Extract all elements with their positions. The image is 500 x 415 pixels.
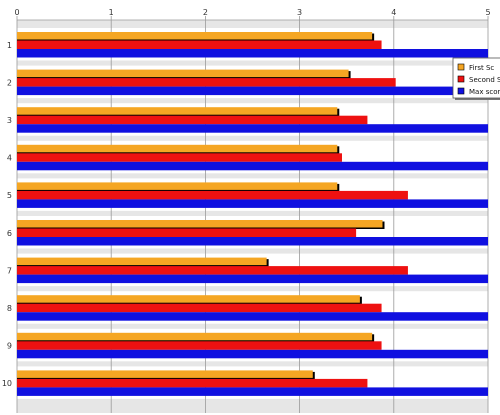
bar-8-series-1 [17, 295, 360, 303]
bar-1-series-1 [17, 32, 373, 40]
bar-9-series-3 [17, 349, 488, 359]
x-tick-label-1: 1 [109, 8, 114, 17]
bar-3-series-2 [17, 115, 368, 125]
x-tick-label-4: 4 [391, 8, 396, 17]
bar-3-series-1 [17, 107, 338, 115]
y-tick-label-5: 5 [7, 191, 12, 200]
bar-6-series-2 [17, 228, 357, 237]
bar-10-series-2 [17, 378, 368, 388]
bar-6-series-3 [17, 237, 488, 246]
bar-2-series-3 [17, 86, 488, 96]
y-tick-label-10: 10 [2, 379, 12, 388]
legend: First Sc Second S Max scor [452, 57, 500, 100]
legend-swatch-2 [457, 75, 465, 83]
bar-10-series-3 [17, 387, 488, 396]
y-tick-label-2: 2 [7, 78, 12, 87]
bar-5-series-3 [17, 199, 488, 208]
y-tick-label-1: 1 [7, 41, 12, 50]
bar-8-series-3 [17, 312, 488, 321]
bar-7-series-3 [17, 274, 488, 284]
bar-4-series-2 [17, 153, 342, 162]
legend-label-2: Second S [469, 76, 500, 84]
bar-9-series-1 [17, 332, 373, 341]
bar-5-series-1 [17, 182, 338, 190]
bar-1-series-3 [17, 49, 488, 58]
bar-7-series-1 [17, 257, 267, 266]
y-tick-label-6: 6 [7, 229, 12, 238]
legend-label-3: Max scor [469, 88, 500, 96]
bar-2-series-1 [17, 69, 349, 78]
x-tick-label-0: 0 [14, 8, 19, 17]
bar-1-series-2 [17, 40, 382, 49]
x-tick-label-2: 2 [203, 8, 208, 17]
bar-6-series-1 [17, 220, 383, 228]
y-tick-label-3: 3 [7, 116, 12, 125]
y-tick-label-4: 4 [7, 154, 12, 163]
bar-8-series-2 [17, 303, 382, 313]
legend-swatch-3 [457, 87, 465, 95]
bar-9-series-2 [17, 341, 382, 350]
bar-10-series-1 [17, 370, 313, 378]
x-tick-labels: 0 1 2 3 4 5 [14, 8, 490, 17]
bar-4-series-3 [17, 161, 488, 171]
y-tick-label-7: 7 [7, 266, 12, 275]
y-tick-label-8: 8 [7, 304, 12, 313]
legend-label-1: First Sc [469, 64, 494, 72]
bar-2-series-2 [17, 78, 396, 87]
bars [17, 32, 488, 396]
legend-swatch-1 [457, 63, 465, 71]
bar-7-series-2 [17, 266, 408, 275]
x-tick-label-5: 5 [485, 8, 490, 17]
y-tick-labels: 1 2 3 4 5 6 7 8 9 10 [2, 41, 12, 388]
bar-4-series-1 [17, 144, 338, 153]
bar-3-series-3 [17, 124, 488, 133]
bar-5-series-2 [17, 190, 408, 200]
x-tick-label-3: 3 [297, 8, 302, 17]
y-tick-label-9: 9 [7, 342, 12, 351]
